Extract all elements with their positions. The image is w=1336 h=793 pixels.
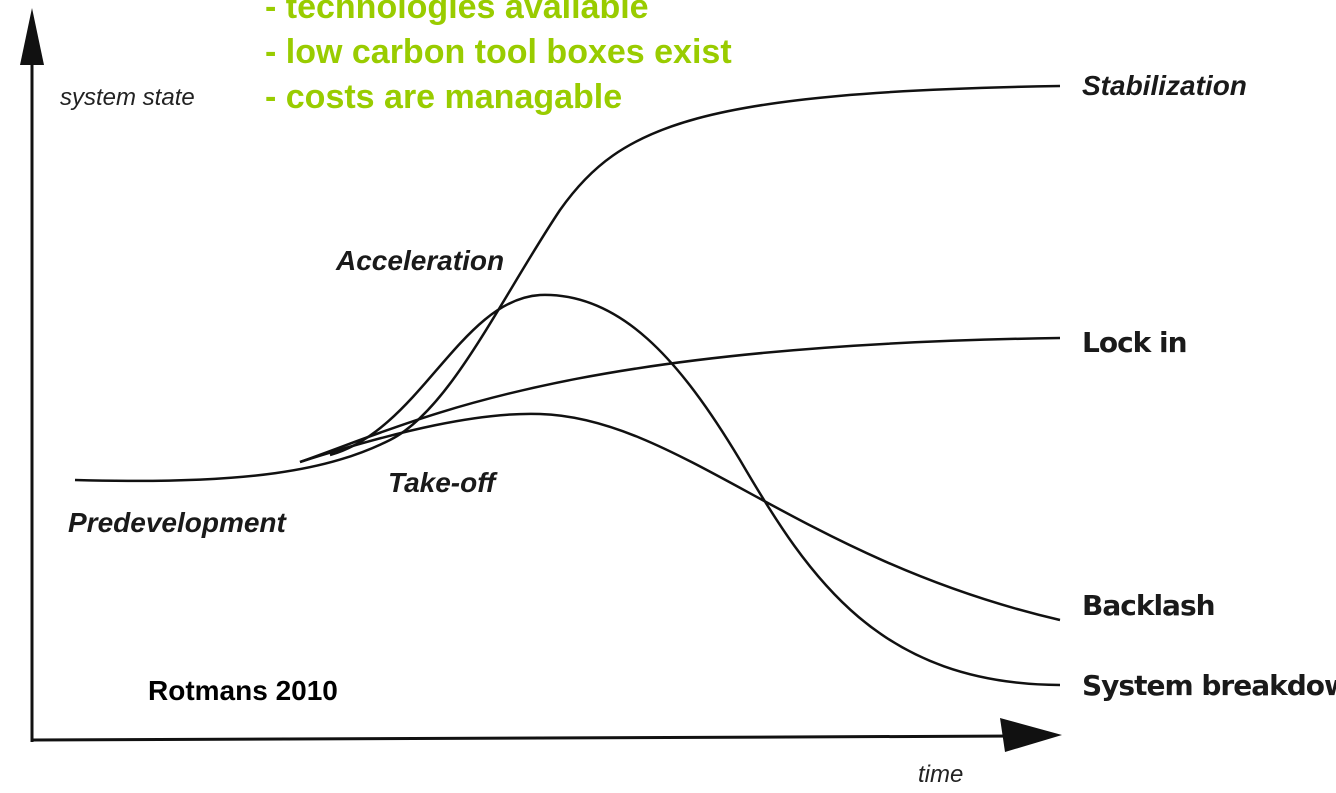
breakdown-curve [329, 293, 1061, 687]
outcome-label: Lock in [1082, 326, 1187, 359]
y-arrow [20, 8, 44, 65]
note: - costs are managable [265, 78, 622, 116]
outcome-label: System breakdown [1082, 669, 1336, 702]
x-arrow [1000, 718, 1062, 752]
axes [20, 8, 1062, 752]
note: - technologies available [265, 0, 649, 26]
backlash-curve [299, 412, 1061, 622]
x-axis [31, 734, 1031, 742]
stabilization-curve [74, 84, 1061, 483]
citation: Rotmans 2010 [148, 675, 338, 706]
phase-label: Take-off [388, 467, 498, 498]
x-axis-label: time [918, 761, 963, 788]
outcome-label: Backlash [1082, 589, 1215, 622]
curves [74, 84, 1061, 687]
phase-label: Predevelopment [68, 507, 288, 538]
note: - low carbon tool boxes exist [265, 33, 732, 71]
y-axis-label: system state [60, 84, 195, 111]
lock-in-curve [299, 336, 1061, 464]
phase-label: Acceleration [335, 245, 504, 276]
outcome-label: Stabilization [1082, 70, 1247, 101]
